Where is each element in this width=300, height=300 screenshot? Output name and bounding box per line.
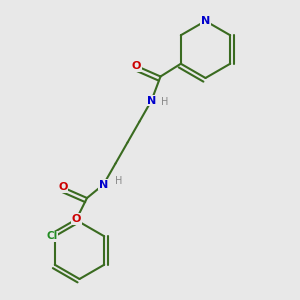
Text: H: H (115, 176, 122, 187)
Text: Cl: Cl (46, 231, 57, 241)
Text: O: O (72, 214, 81, 224)
Text: H: H (161, 97, 169, 107)
Text: N: N (147, 95, 156, 106)
Text: O: O (132, 61, 141, 71)
Text: N: N (201, 16, 210, 26)
Text: O: O (58, 182, 68, 193)
Text: N: N (99, 179, 108, 190)
